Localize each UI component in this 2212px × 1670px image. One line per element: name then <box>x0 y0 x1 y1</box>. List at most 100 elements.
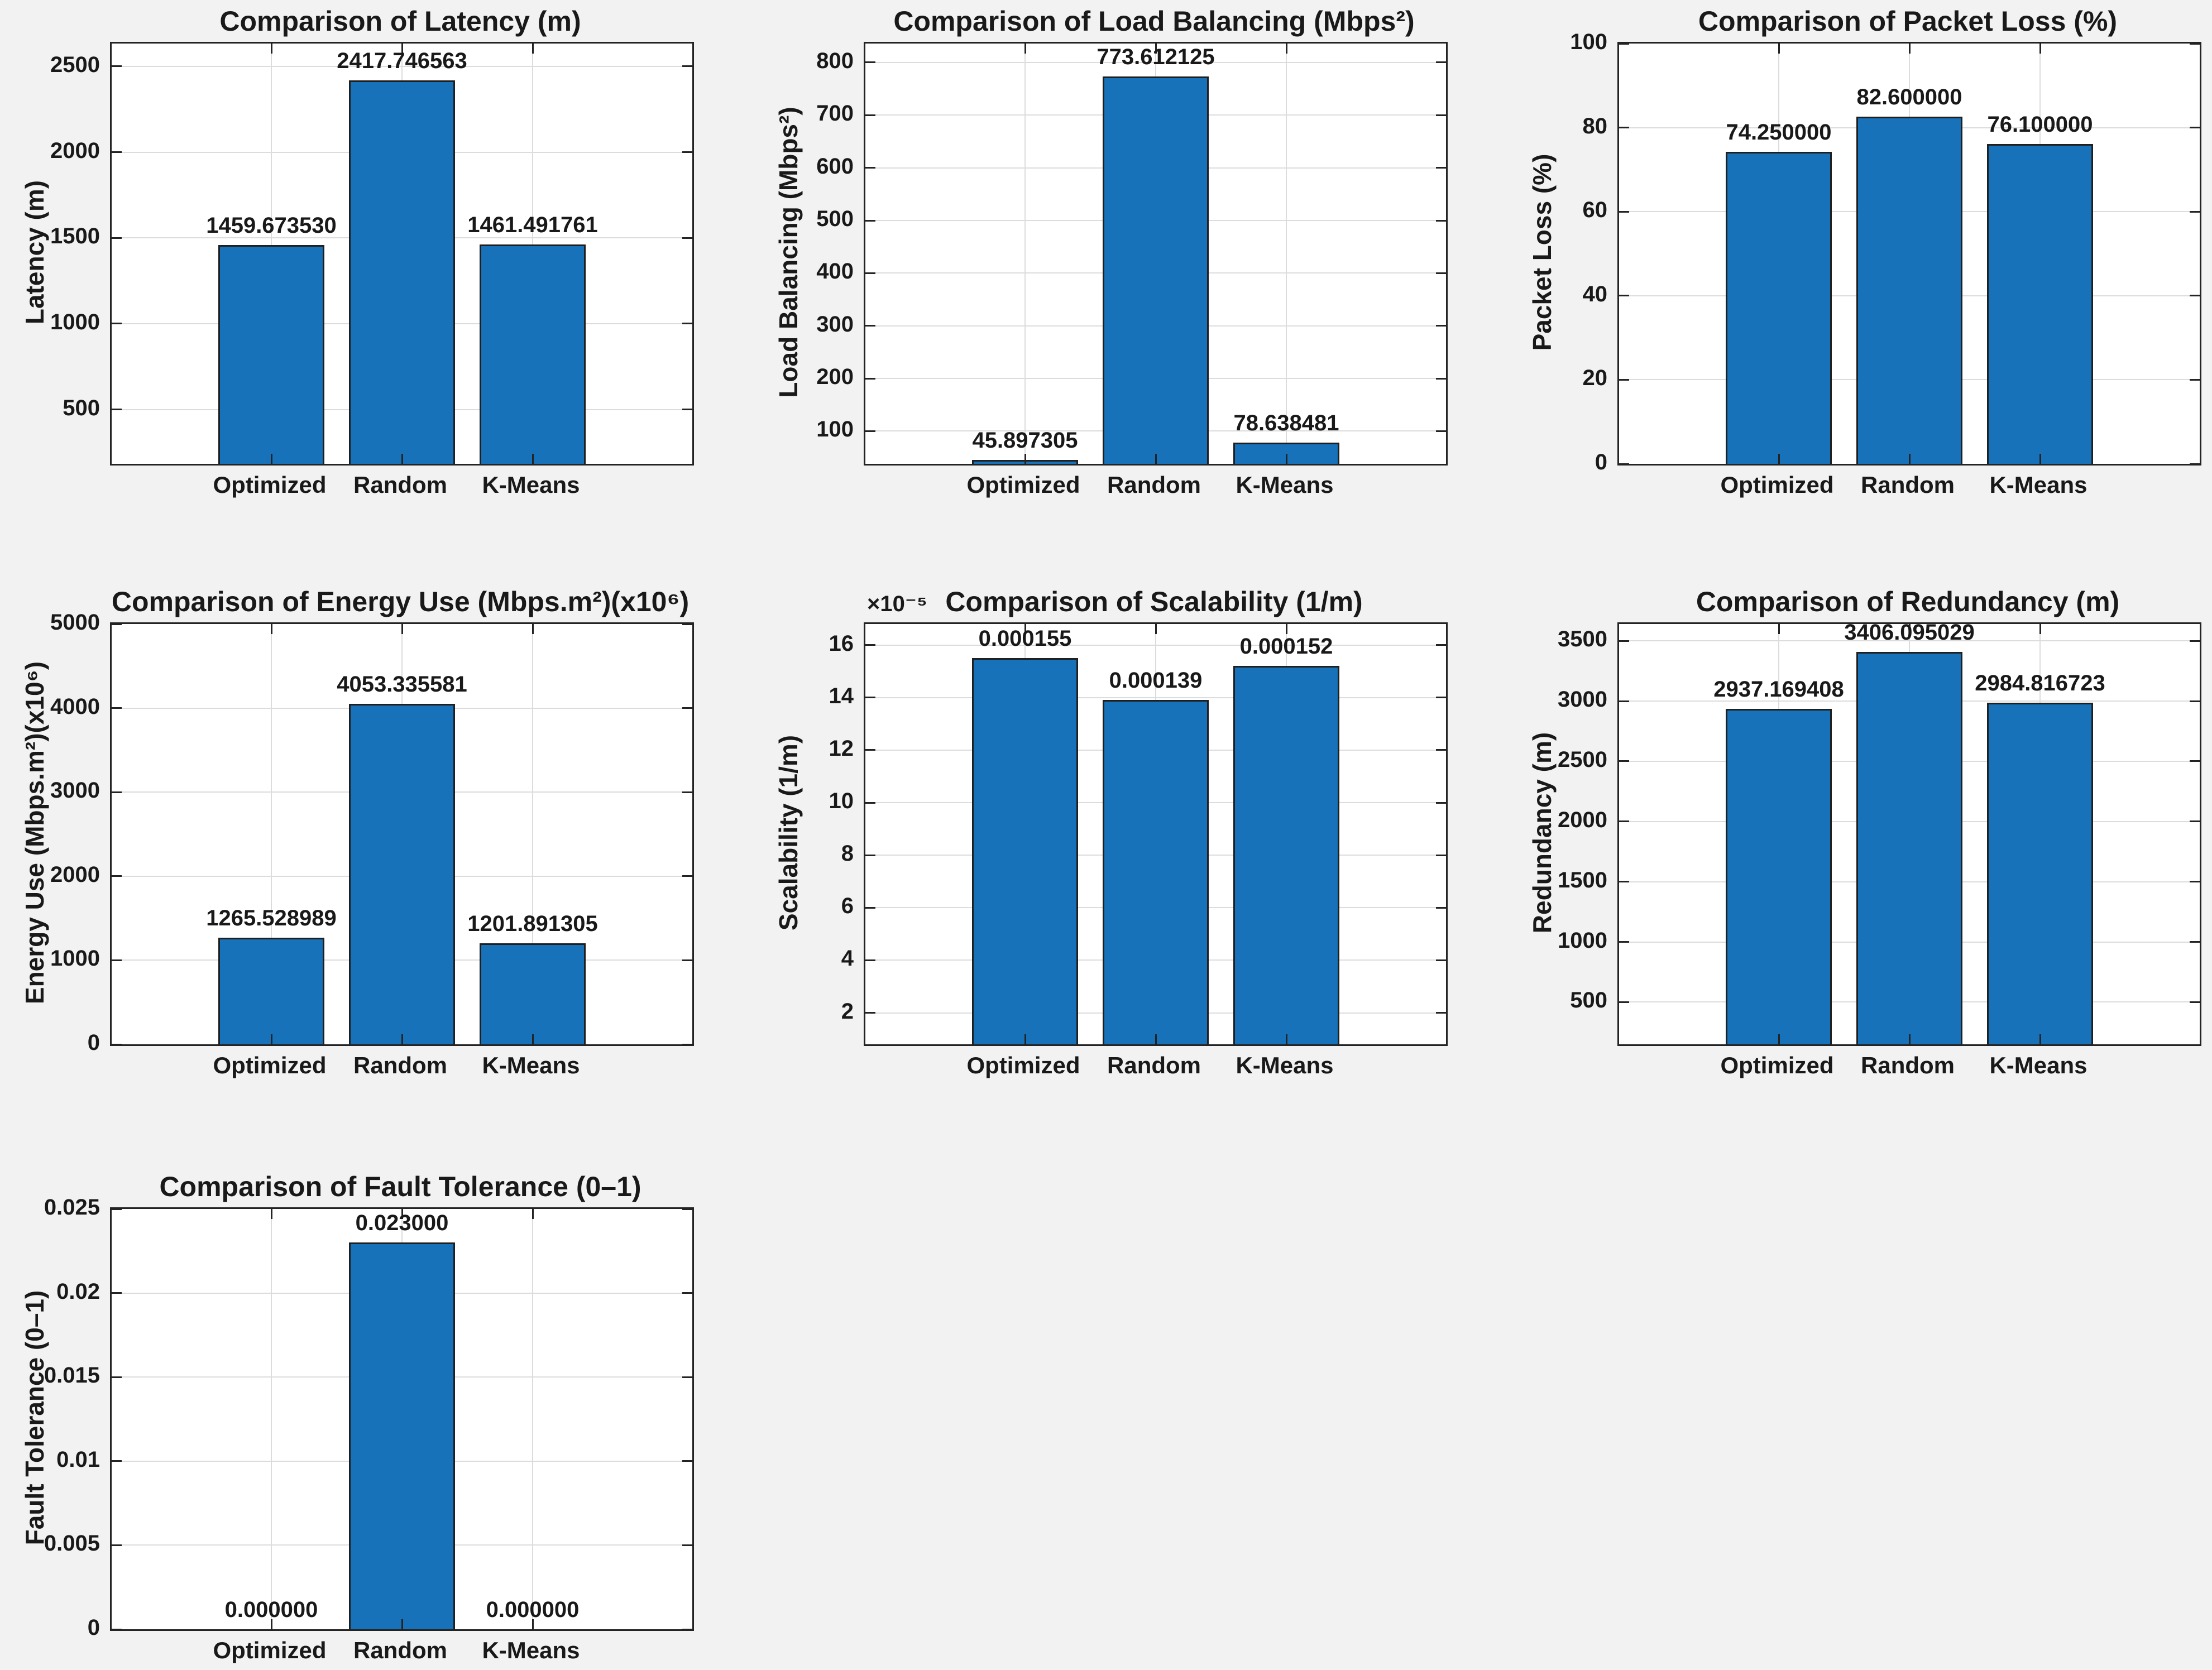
y-tick-label: 2000 <box>50 862 100 887</box>
y-tick-mark-left <box>112 1208 122 1210</box>
y-tick-mark-left <box>112 1460 122 1462</box>
bar <box>1856 117 1962 464</box>
y-tick-mark-left <box>112 1043 122 1045</box>
y-tick-label: 0 <box>87 1030 100 1055</box>
bar-value-label: 1461.491761 <box>467 213 598 238</box>
y-tick-label: 3000 <box>50 778 100 803</box>
bar-value-label: 1201.891305 <box>467 911 598 936</box>
y-tick-label: 0.015 <box>44 1363 100 1388</box>
y-tick-mark-left <box>865 906 875 909</box>
y-tick-mark-right <box>2190 640 2200 642</box>
x-tick-mark-bottom <box>532 1619 534 1629</box>
y-tick-mark-right <box>2190 295 2200 297</box>
chart-7: Comparison of Fault Tolerance (0–1) Fault… <box>0 1165 754 1670</box>
x-tick-mark-top <box>1908 624 1911 634</box>
x-tick-mark-bottom <box>532 454 534 464</box>
bar-value-label: 1265.528989 <box>206 906 337 931</box>
y-tick-mark-left <box>112 791 122 793</box>
chart-title: Comparison of Latency (m) <box>219 6 581 37</box>
x-tick-mark-bottom <box>401 1619 403 1629</box>
gridline-vertical <box>1024 44 1026 464</box>
gridline-vertical <box>532 1209 533 1629</box>
y-tick-label: 0.005 <box>44 1531 100 1556</box>
y-tick-mark-left <box>1619 700 1629 702</box>
bar-value-label: 2417.746563 <box>337 49 467 74</box>
x-tick-mark-bottom <box>1778 454 1780 464</box>
y-tick-label: 500 <box>1570 988 1607 1013</box>
y-tick-label: 2000 <box>50 138 100 163</box>
x-tick-mark-top <box>1024 624 1026 634</box>
y-tick-mark-right <box>682 875 692 877</box>
y-tick-mark-right <box>682 1292 692 1294</box>
y-tick-mark-left <box>112 1544 122 1546</box>
bar <box>1856 652 1962 1044</box>
plot-area: 74.250000 82.600000 76.100000 <box>1617 42 2201 466</box>
y-tick-label: 2500 <box>1558 747 1607 772</box>
plot-area: 2937.169408 3406.095029 2984.816723 <box>1617 620 2201 1046</box>
y-tick-mark-left <box>112 1376 122 1378</box>
y-tick-mark-left <box>865 167 875 169</box>
bar-value-label: 0.000000 <box>486 1597 580 1622</box>
x-tick-mark-top <box>401 1209 403 1219</box>
x-tick-mark-top <box>1285 44 1287 54</box>
x-category-label: Random <box>1861 472 1955 498</box>
y-tick-mark-left <box>865 644 875 646</box>
y-tick-mark-left <box>865 325 875 327</box>
x-tick-mark-top <box>401 624 403 634</box>
y-tick-mark-left <box>865 802 875 804</box>
y-tick-mark-left <box>865 1012 875 1014</box>
x-category-label: Random <box>1861 1052 1955 1078</box>
bar-value-label: 1459.673530 <box>206 213 337 238</box>
y-tick-mark-left <box>865 430 875 432</box>
x-category-label: Random <box>353 1637 447 1663</box>
y-tick-mark-left <box>1619 210 1629 213</box>
x-category-label: K-Means <box>482 1637 580 1663</box>
x-tick-mark-top <box>270 624 272 634</box>
gridline-vertical <box>1286 44 1287 464</box>
y-tick-label: 500 <box>816 207 854 232</box>
x-tick-mark-bottom <box>2039 454 2041 464</box>
y-tick-mark-left <box>1619 1001 1629 1003</box>
y-tick-label: 16 <box>829 631 854 656</box>
y-tick-mark-right <box>1436 114 1446 116</box>
chart-title: Comparison of Packet Loss (%) <box>1698 6 2118 37</box>
x-tick-mark-bottom <box>1285 454 1287 464</box>
chart-title: Comparison of Scalability (1/m) <box>945 586 1363 617</box>
x-tick-mark-bottom <box>1155 1034 1157 1044</box>
y-tick-label: 1500 <box>1558 867 1607 892</box>
x-tick-mark-bottom <box>532 1034 534 1044</box>
y-tick-mark-right <box>682 623 692 625</box>
y-tick-mark-left <box>1619 42 1629 45</box>
y-tick-mark-right <box>1436 61 1446 64</box>
y-tick-label: 0 <box>87 1615 100 1640</box>
y-tick-label: 14 <box>829 683 854 708</box>
plot-area: 1265.528989 4053.335581 1201.891305 <box>110 622 694 1046</box>
y-tick-label: 200 <box>816 364 854 390</box>
y-tick-mark-left <box>1619 760 1629 762</box>
y-tick-label: 2500 <box>50 52 100 77</box>
plot-area: 0.000000 0.023000 0.000000 <box>110 1207 694 1631</box>
bar-value-label: 3406.095029 <box>1844 620 1975 645</box>
x-tick-mark-top <box>270 44 272 54</box>
y-tick-mark-right <box>1436 644 1446 646</box>
y-tick-label: 0 <box>1595 450 1607 474</box>
chart-title: Comparison of Load Balancing (Mbps²) <box>893 6 1415 37</box>
chart-4: Comparison of Energy Use (Mbps.m²)(x10⁶)… <box>0 580 754 1165</box>
chart-2: Comparison of Load Balancing (Mbps²) Load… <box>754 0 1507 580</box>
x-tick-mark-top <box>1778 44 1780 54</box>
bar-value-label: 0.000155 <box>978 626 1072 651</box>
y-tick-mark-right <box>1436 854 1446 856</box>
bar-value-label: 773.612125 <box>1097 44 1215 69</box>
bar <box>1987 703 2093 1044</box>
x-tick-mark-top <box>270 1209 272 1219</box>
y-tick-mark-left <box>865 61 875 64</box>
x-category-label: K-Means <box>482 1052 580 1078</box>
y-tick-mark-right <box>2190 1001 2200 1003</box>
bar-value-label: 74.250000 <box>1726 119 1832 145</box>
y-tick-label: 8 <box>841 841 854 866</box>
y-tick-mark-left <box>865 377 875 380</box>
y-tick-mark-right <box>1436 906 1446 909</box>
x-category-label: Optimized <box>1720 1052 1834 1078</box>
bar <box>480 244 586 464</box>
